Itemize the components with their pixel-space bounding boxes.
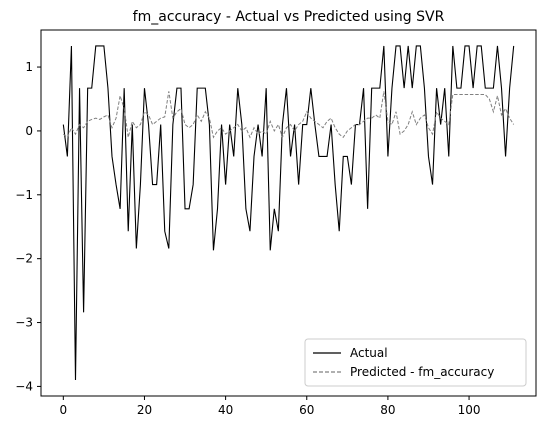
- x-tick-label: 0: [59, 403, 67, 417]
- legend: Actual Predicted - fm_accuracy: [304, 338, 527, 387]
- chart-title: fm_accuracy - Actual vs Predicted using …: [133, 9, 445, 25]
- y-tick-label: 0: [25, 124, 33, 138]
- x-tick-label: 60: [299, 403, 314, 417]
- x-axis: 0 20 40 60 80 100: [59, 396, 481, 417]
- series-line-actual: [62, 45, 515, 381]
- legend-label-actual: Actual: [350, 346, 388, 360]
- y-tick-label: −2: [15, 252, 33, 266]
- x-tick-label: 40: [218, 403, 233, 417]
- x-tick-label: 20: [137, 403, 152, 417]
- y-tick-label: −4: [15, 379, 33, 393]
- plot-area: 0 20 40 60 80 100 −4 −3 −2 −1 0 1: [15, 29, 537, 417]
- y-axis: −4 −3 −2 −1 0 1: [15, 60, 41, 393]
- axes-frame: [40, 29, 537, 397]
- legend-box: [304, 338, 527, 387]
- y-tick-label: −1: [15, 188, 33, 202]
- y-tick-label: −3: [15, 316, 33, 330]
- x-tick-label: 80: [380, 403, 395, 417]
- y-tick-label: 1: [25, 60, 33, 74]
- series-layer: [62, 45, 515, 381]
- series-line-predicted: [63, 91, 515, 139]
- legend-label-predicted: Predicted - fm_accuracy: [350, 365, 494, 379]
- x-tick-label: 100: [458, 403, 481, 417]
